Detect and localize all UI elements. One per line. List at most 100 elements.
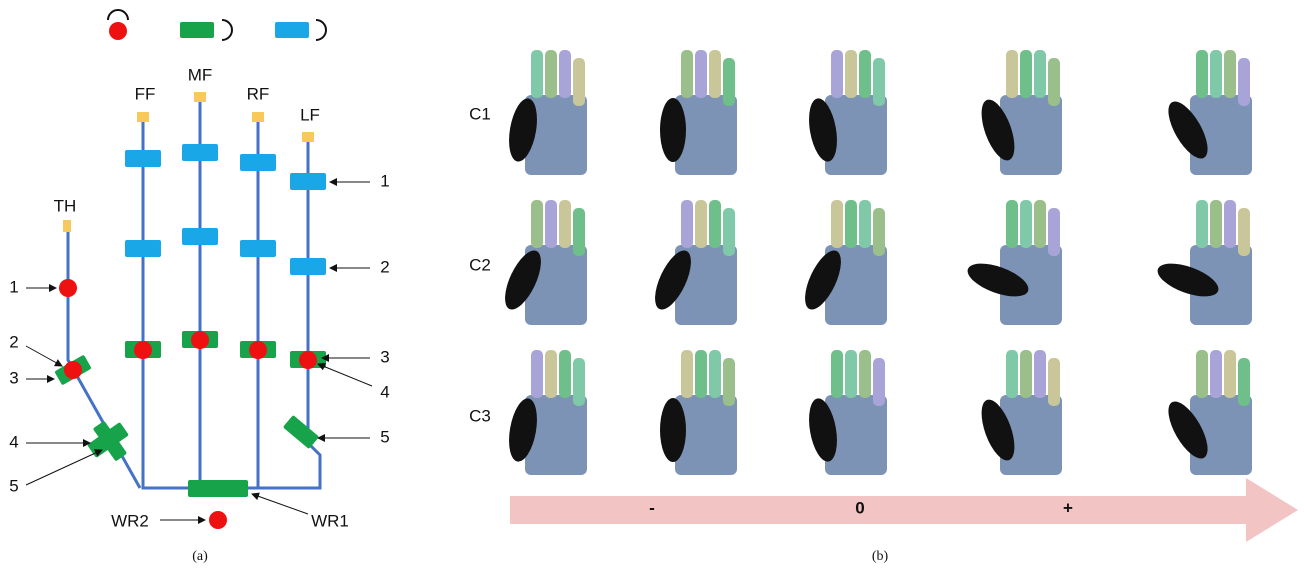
hand-part bbox=[1020, 50, 1032, 98]
hand-image bbox=[498, 200, 587, 325]
arrow bbox=[510, 478, 1298, 542]
hand-part bbox=[723, 208, 735, 256]
hand-image bbox=[660, 350, 737, 475]
hand-part bbox=[1196, 350, 1208, 398]
hand-part bbox=[1020, 350, 1032, 398]
hand-part bbox=[1020, 200, 1032, 248]
hand-part bbox=[695, 50, 707, 98]
hand-part bbox=[859, 50, 871, 98]
finger-label: MF bbox=[188, 65, 213, 84]
joint-label: 1 bbox=[9, 277, 18, 296]
hand-part bbox=[1048, 208, 1060, 256]
hand-part bbox=[695, 350, 707, 398]
hand-part bbox=[831, 350, 843, 398]
hand-image bbox=[505, 350, 587, 475]
hand-part bbox=[859, 200, 871, 248]
hand-part bbox=[723, 358, 735, 406]
hand-part bbox=[1238, 58, 1250, 106]
hand-part bbox=[709, 350, 721, 398]
row-label: C2 bbox=[469, 255, 491, 274]
joint-label: 2 bbox=[380, 257, 389, 276]
hand-part bbox=[573, 358, 585, 406]
figure: FF MF RF LF TH 1 2 3 4 5 1 2 3 4 5 WR2 W… bbox=[0, 0, 1304, 572]
hand-image bbox=[1153, 200, 1252, 325]
joint-label: 1 bbox=[380, 171, 389, 190]
hand-part bbox=[873, 358, 885, 406]
hand-part bbox=[723, 58, 735, 106]
hand-part bbox=[695, 200, 707, 248]
thumb-label: TH bbox=[54, 196, 77, 215]
hand-image bbox=[1161, 50, 1252, 175]
hand-part bbox=[573, 208, 585, 256]
hand-image bbox=[963, 200, 1062, 325]
hand-part bbox=[1034, 350, 1046, 398]
joint-label: 5 bbox=[380, 427, 389, 446]
hand-part bbox=[1048, 358, 1060, 406]
hand-part bbox=[1196, 200, 1208, 248]
hand-part bbox=[573, 58, 585, 106]
hand-part bbox=[681, 50, 693, 98]
hand-part bbox=[531, 350, 543, 398]
arrow-label: 0 bbox=[855, 498, 864, 517]
wrist-label: WR2 bbox=[111, 511, 149, 530]
hand-part bbox=[1048, 58, 1060, 106]
joint-label: 5 bbox=[9, 476, 18, 495]
hand-part bbox=[545, 200, 557, 248]
hand-part bbox=[1034, 50, 1046, 98]
hand-part bbox=[1006, 350, 1018, 398]
arrow-label: - bbox=[649, 498, 655, 517]
hand-part bbox=[1224, 50, 1236, 98]
hand-part bbox=[531, 200, 543, 248]
hand-part bbox=[873, 208, 885, 256]
hand-image bbox=[975, 50, 1062, 175]
hand-image bbox=[1161, 350, 1252, 475]
hand-part bbox=[681, 350, 693, 398]
finger-label: FF bbox=[135, 84, 156, 103]
joint-label: 4 bbox=[380, 382, 389, 401]
hand-part bbox=[559, 50, 571, 98]
hand-part bbox=[1006, 200, 1018, 248]
hand-part bbox=[545, 350, 557, 398]
hand-part bbox=[709, 200, 721, 248]
hand-part bbox=[831, 200, 843, 248]
arrow-label: + bbox=[1063, 498, 1073, 517]
hand-image bbox=[805, 50, 887, 175]
hand-part bbox=[1210, 200, 1222, 248]
hand-part bbox=[660, 398, 686, 462]
hand-part bbox=[1210, 350, 1222, 398]
hand-part bbox=[1210, 50, 1222, 98]
hand-image bbox=[505, 50, 587, 175]
hand-part bbox=[545, 50, 557, 98]
hand-part bbox=[845, 350, 857, 398]
joint-label: 2 bbox=[9, 332, 18, 351]
hand-part bbox=[859, 350, 871, 398]
finger-label: LF bbox=[300, 105, 320, 124]
hand-part bbox=[1238, 358, 1250, 406]
row-label: C3 bbox=[469, 406, 491, 425]
hand-part bbox=[681, 200, 693, 248]
hand-part bbox=[1196, 50, 1208, 98]
panel-b: C1 C2 C3 - 0 + (b) bbox=[469, 50, 1298, 564]
caption: (b) bbox=[872, 549, 889, 564]
joint-label: 4 bbox=[9, 432, 18, 451]
finger-label: RF bbox=[247, 84, 270, 103]
hand-part bbox=[873, 58, 885, 106]
joint-label: 3 bbox=[9, 368, 18, 387]
wrist-label: WR1 bbox=[311, 511, 349, 530]
hand-image bbox=[798, 200, 887, 325]
hand-part bbox=[531, 50, 543, 98]
hand-part bbox=[559, 350, 571, 398]
hand-part bbox=[1238, 208, 1250, 256]
hand-image bbox=[648, 200, 737, 325]
hand-part bbox=[559, 200, 571, 248]
panel-a: FF MF RF LF TH 1 2 3 4 5 1 2 3 4 5 WR2 W… bbox=[9, 10, 389, 564]
joint-label: 3 bbox=[380, 347, 389, 366]
hand-part bbox=[660, 98, 686, 162]
hand-part bbox=[1224, 200, 1236, 248]
hand-part bbox=[1034, 200, 1046, 248]
hand-part bbox=[845, 200, 857, 248]
hand-part bbox=[845, 50, 857, 98]
caption: (a) bbox=[192, 549, 208, 564]
hand-image bbox=[660, 50, 737, 175]
hand-part bbox=[709, 50, 721, 98]
